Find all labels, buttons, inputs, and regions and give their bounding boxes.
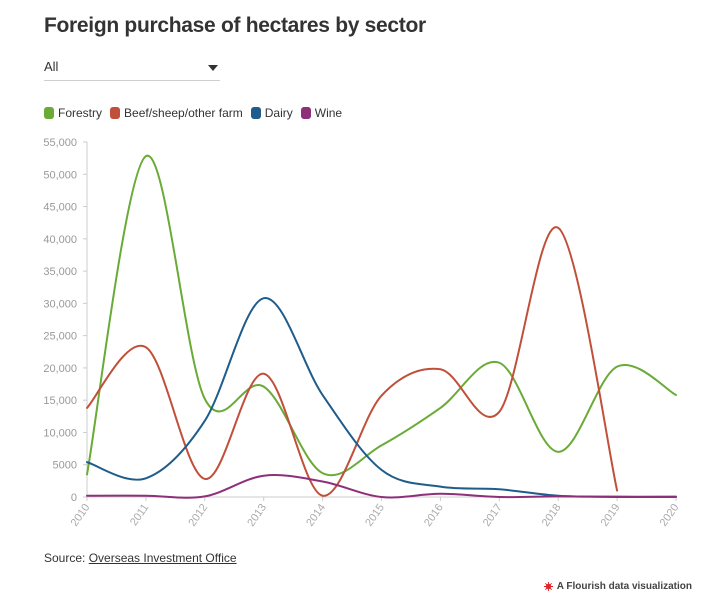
legend-swatch: [44, 107, 54, 119]
chart-legend: Forestry Beef/sheep/other farm Dairy Wine: [44, 106, 350, 120]
y-tick-label: 50,000: [43, 169, 77, 181]
series-line-wine: [86, 474, 677, 499]
y-tick-label: 55,000: [43, 137, 77, 149]
x-tick-label: 2011: [128, 502, 151, 528]
chart-title: Foreign purchase of hectares by sector: [44, 14, 426, 37]
x-tick-label: 2015: [363, 502, 387, 529]
x-tick-label: 2014: [304, 502, 328, 529]
series-line-forestry: [86, 155, 677, 477]
x-tick-label: 2018: [540, 502, 564, 529]
legend-swatch: [110, 107, 121, 119]
y-tick-label: 25,000: [43, 331, 77, 343]
y-tick-label: 30,000: [43, 298, 77, 310]
y-tick-label: 40,000: [43, 234, 77, 246]
y-tick-label: 0: [71, 492, 77, 504]
source-note: Source: Overseas Investment Office: [44, 551, 237, 565]
x-tick-label: 2013: [245, 502, 269, 529]
dropdown-selected-value: All: [44, 59, 59, 74]
x-tick-label: 2016: [422, 502, 446, 529]
legend-label: Dairy: [264, 106, 293, 120]
y-tick-label: 20,000: [43, 363, 77, 375]
y-tick-label: 45,000: [43, 202, 77, 214]
legend-swatch: [300, 107, 311, 119]
legend-label: Beef/sheep/other farm: [124, 106, 243, 120]
y-tick-label: 35,000: [43, 266, 77, 278]
legend-label: Forestry: [58, 106, 103, 120]
sector-filter-dropdown[interactable]: All: [44, 56, 220, 81]
x-tick-label: 2012: [186, 502, 210, 529]
legend-item[interactable]: Dairy: [250, 106, 293, 120]
y-tick-label: 15,000: [43, 395, 77, 407]
legend-item[interactable]: Wine: [300, 106, 343, 120]
legend-swatch: [250, 107, 261, 119]
flourish-credit-text: A Flourish data visualization: [556, 581, 692, 592]
chevron-down-icon: [208, 65, 218, 71]
legend-label: Wine: [314, 106, 343, 120]
y-tick-label: 5000: [53, 460, 77, 472]
x-tick-label: 2020: [658, 502, 682, 529]
line-chart: 0 5000 10,000 15,000 20,000 25,000 30,000 35,00…: [43, 137, 682, 529]
y-tick-label: 10,000: [43, 427, 77, 439]
source-link[interactable]: Overseas Investment Office: [88, 551, 237, 565]
legend-item[interactable]: Beef/sheep/other farm: [110, 106, 243, 120]
x-tick-label: 2017: [481, 502, 505, 529]
x-tick-label: 2019: [599, 502, 623, 529]
legend-item[interactable]: Forestry: [44, 106, 102, 120]
flourish-credit[interactable]: A Flourish data visualization: [543, 581, 692, 592]
source-prefix: Source:: [44, 551, 89, 565]
flourish-logo-icon: [543, 582, 553, 591]
x-tick-label: 2010: [69, 502, 93, 529]
series-line-beef-sheep-other-farm: [86, 226, 619, 497]
